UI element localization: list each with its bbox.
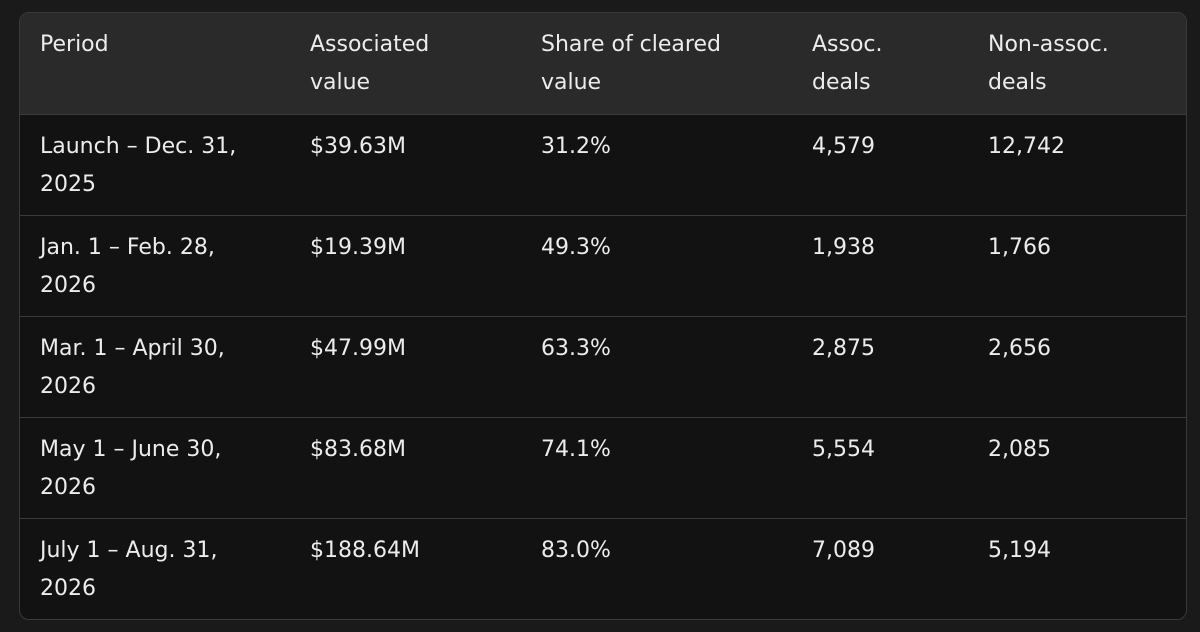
cell-period: Mar. 1 – April 30, 2026 xyxy=(20,316,290,417)
cell-assoc-deals: 5,554 xyxy=(812,436,875,462)
period-line1: July 1 – Aug. 31, xyxy=(40,537,218,563)
cell-associated-value: $39.63M xyxy=(310,133,406,159)
cell-period: Launch – Dec. 31, 2025 xyxy=(20,114,290,215)
table-row: Jan. 1 – Feb. 28, 2026 $19.39M 49.3% 1,93… xyxy=(20,215,1186,316)
cell-assoc-deals: 1,938 xyxy=(812,234,875,260)
period-line1: Launch – Dec. 31, xyxy=(40,133,237,159)
table-row: Launch – Dec. 31, 2025 $39.63M 31.2% 4,57… xyxy=(20,114,1186,215)
table-row: July 1 – Aug. 31, 2026 $188.64M 83.0% 7,0… xyxy=(20,518,1186,619)
table-row: Mar. 1 – April 30, 2026 $47.99M 63.3% 2,8… xyxy=(20,316,1186,417)
header-share-line1: Share of cleared xyxy=(541,32,721,57)
cell-share: 49.3% xyxy=(541,234,611,260)
cell-non-assoc-deals: 2,656 xyxy=(988,335,1051,361)
period-line1: Jan. 1 – Feb. 28, xyxy=(40,234,215,260)
table-header: Period Associated value Share of cleared v… xyxy=(20,13,1186,114)
cell-share: 83.0% xyxy=(541,537,611,563)
header-period-label: Period xyxy=(40,32,109,57)
cell-assoc-deals: 4,579 xyxy=(812,133,875,159)
header-share-of-cleared-value: Share of cleared value xyxy=(521,13,792,114)
cell-associated-value: $47.99M xyxy=(310,335,406,361)
period-line1: Mar. 1 – April 30, xyxy=(40,335,225,361)
header-assoc-deals-line1: Assoc. xyxy=(812,32,883,57)
header-share-line2: value xyxy=(541,70,602,95)
cell-assoc-deals: 7,089 xyxy=(812,537,875,563)
period-line2: 2025 xyxy=(40,171,96,197)
cell-associated-value: $83.68M xyxy=(310,436,406,462)
header-non-assoc-deals-line1: Non-assoc. xyxy=(988,32,1109,57)
cell-assoc-deals: 2,875 xyxy=(812,335,875,361)
header-non-assoc-deals-line2: deals xyxy=(988,70,1047,95)
cell-non-assoc-deals: 12,742 xyxy=(988,133,1065,159)
cell-share: 31.2% xyxy=(541,133,611,159)
cell-associated-value: $19.39M xyxy=(310,234,406,260)
cell-non-assoc-deals: 5,194 xyxy=(988,537,1051,563)
cell-period: May 1 – June 30, 2026 xyxy=(20,417,290,518)
header-associated-value: Associated value xyxy=(290,13,521,114)
period-line1: May 1 – June 30, xyxy=(40,436,222,462)
period-line2: 2026 xyxy=(40,373,96,399)
period-line2: 2026 xyxy=(40,272,96,298)
period-line2: 2026 xyxy=(40,474,96,500)
table-row: May 1 – June 30, 2026 $83.68M 74.1% 5,554… xyxy=(20,417,1186,518)
header-non-assoc-deals: Non-assoc. deals xyxy=(968,13,1186,114)
cell-period: July 1 – Aug. 31, 2026 xyxy=(20,518,290,619)
header-assoc-deals: Assoc. deals xyxy=(792,13,968,114)
header-period: Period xyxy=(20,13,290,114)
header-associated-value-line1: Associated xyxy=(310,32,430,57)
cell-non-assoc-deals: 2,085 xyxy=(988,436,1051,462)
data-table: Period Associated value Share of cleared v… xyxy=(20,13,1186,619)
cell-associated-value: $188.64M xyxy=(310,537,420,563)
cell-non-assoc-deals: 1,766 xyxy=(988,234,1051,260)
table-body: Launch – Dec. 31, 2025 $39.63M 31.2% 4,57… xyxy=(20,114,1186,619)
cell-share: 74.1% xyxy=(541,436,611,462)
cell-share: 63.3% xyxy=(541,335,611,361)
header-associated-value-line2: value xyxy=(310,70,371,95)
header-row: Period Associated value Share of cleared v… xyxy=(20,13,1186,114)
data-table-card: Period Associated value Share of cleared v… xyxy=(19,12,1187,620)
period-line2: 2026 xyxy=(40,575,96,601)
cell-period: Jan. 1 – Feb. 28, 2026 xyxy=(20,215,290,316)
header-assoc-deals-line2: deals xyxy=(812,70,871,95)
